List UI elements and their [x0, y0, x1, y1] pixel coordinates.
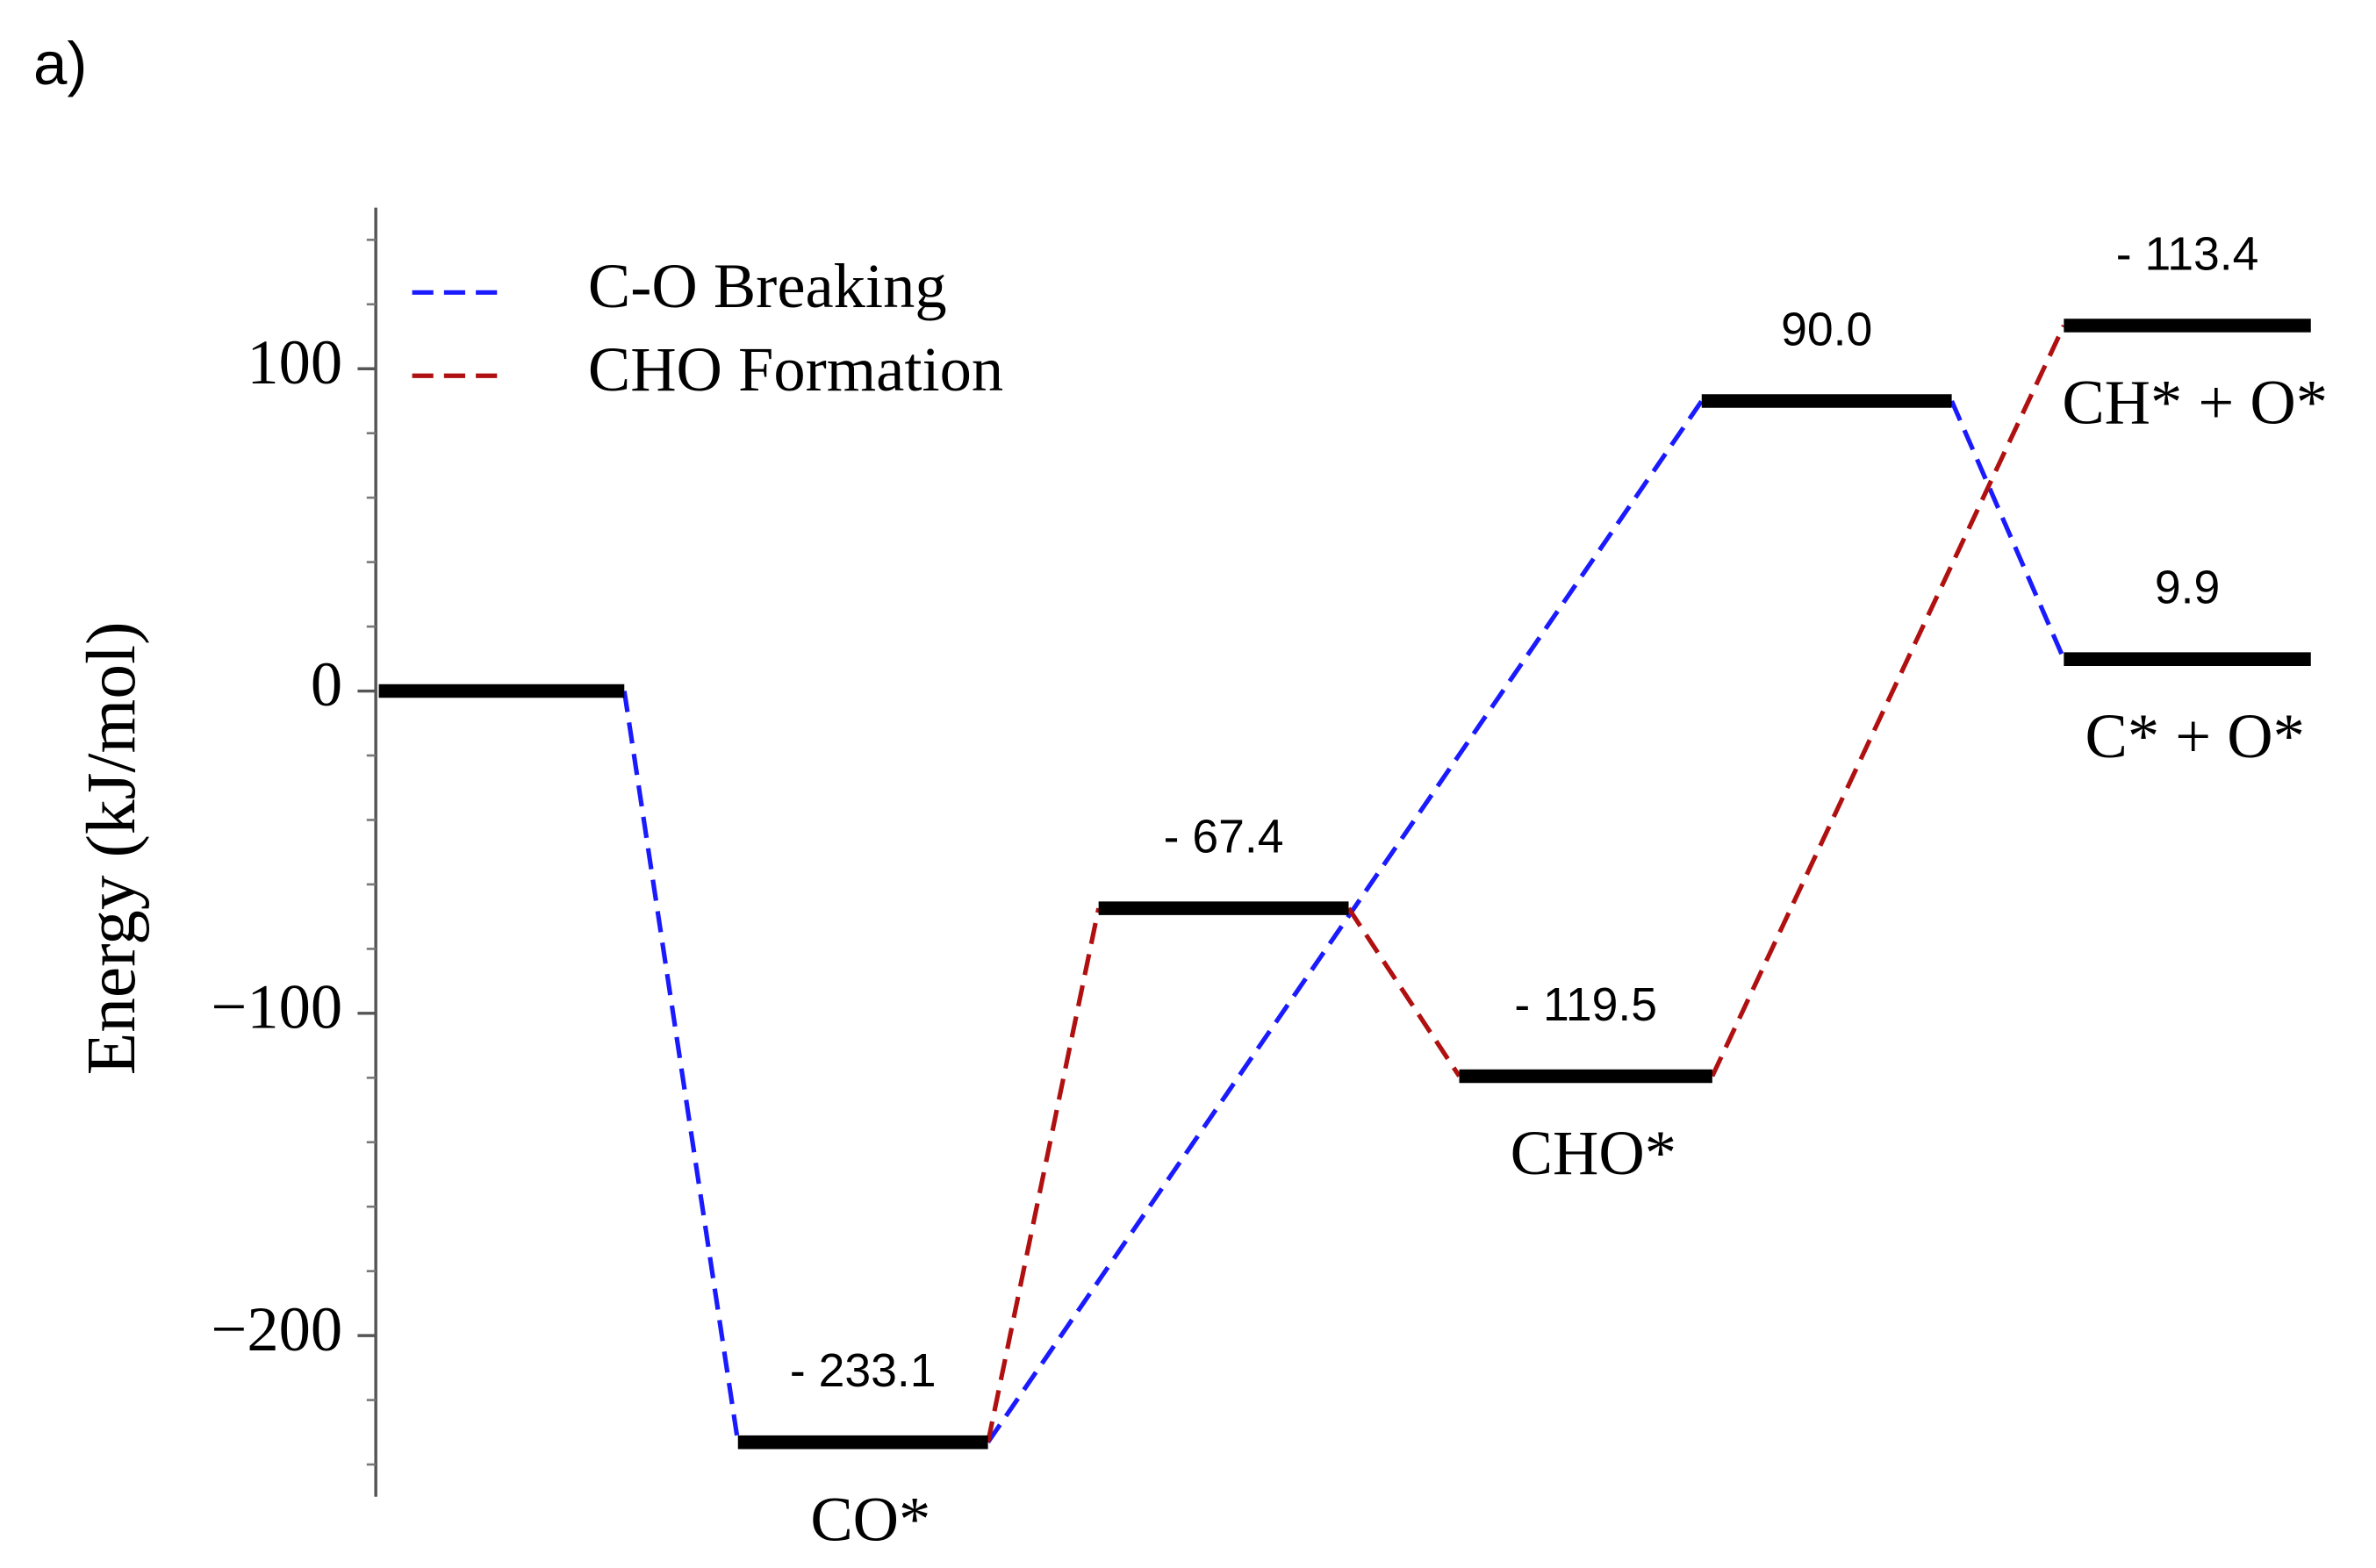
legend-label: CHO Formation — [588, 333, 1003, 405]
connector — [986, 907, 1102, 1443]
value-label: 9.9 — [2155, 562, 2220, 614]
connector — [1949, 399, 2066, 661]
value-label: - 119.5 — [1514, 979, 1657, 1031]
y-tick-label: −200 — [212, 1293, 343, 1364]
value-label: - 67.4 — [1164, 812, 1284, 863]
value-label: 90.0 — [1781, 304, 1872, 355]
state-label: CHO* — [1511, 1117, 1676, 1188]
state-label: CO* — [810, 1483, 930, 1554]
state-label: CH* + O* — [2062, 367, 2328, 438]
y-axis-label: Energy (kJ/mol) — [73, 621, 150, 1075]
y-tick-label: 100 — [247, 326, 342, 397]
value-label: - 113.4 — [2116, 228, 2259, 280]
y-tick-label: 0 — [311, 648, 342, 720]
value-label: - 233.1 — [790, 1345, 937, 1397]
legend-label: C-O Breaking — [588, 250, 947, 321]
connector — [621, 691, 741, 1443]
state-label: C* + O* — [2085, 700, 2305, 771]
connector — [986, 399, 1704, 1444]
connector — [1710, 324, 2066, 1078]
panel-label: a) — [33, 29, 87, 97]
y-tick-label: −100 — [212, 970, 343, 1042]
connector — [1346, 906, 1461, 1078]
